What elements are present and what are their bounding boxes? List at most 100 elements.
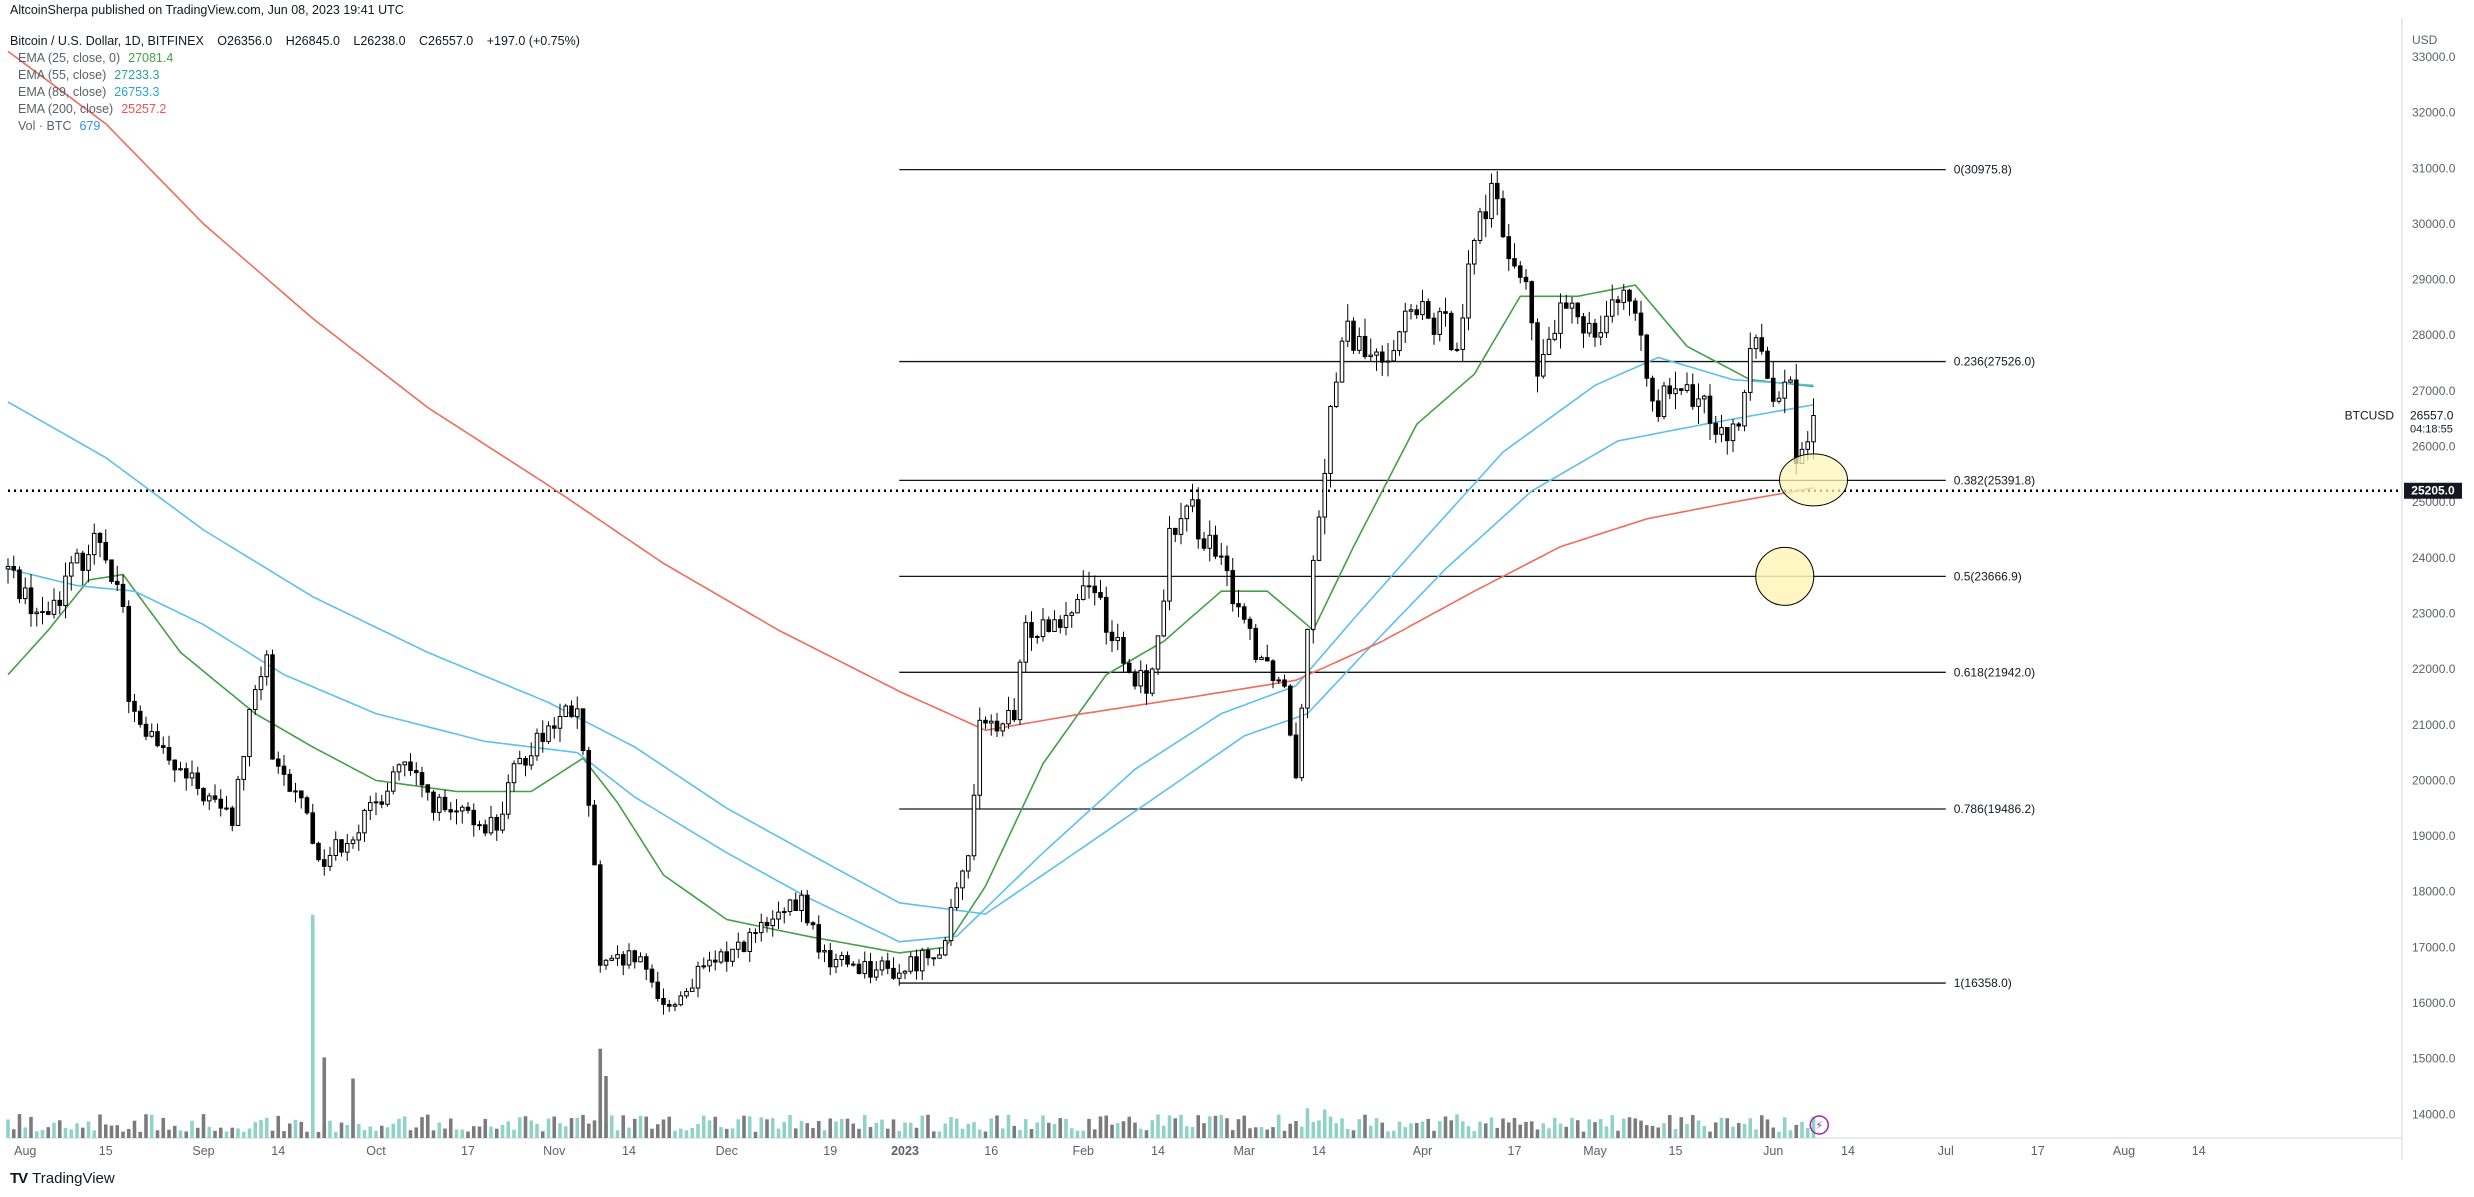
y-tick-label: 23000.0 xyxy=(2412,606,2456,620)
candle-body xyxy=(741,941,747,952)
volume-spike-bar xyxy=(604,1076,608,1138)
indicator-label: Vol · BTC xyxy=(18,119,72,133)
candle-body xyxy=(793,899,799,912)
indicator-ema25[interactable]: EMA (25, close, 0) 27081.4 xyxy=(18,51,173,65)
volume-bar xyxy=(747,1116,752,1138)
volume-bar xyxy=(1713,1122,1718,1138)
indicator-ema200[interactable]: EMA (200, close) 25257.2 xyxy=(18,102,166,116)
volume-bar xyxy=(713,1116,718,1138)
candle-body xyxy=(1506,236,1512,260)
volume-bar xyxy=(1046,1122,1051,1138)
candle-body xyxy=(707,959,712,967)
candle-body xyxy=(316,842,321,861)
ema-lines xyxy=(7,50,1814,954)
candle-body xyxy=(1276,679,1282,682)
candle-body xyxy=(873,969,879,978)
volume-bar xyxy=(172,1125,177,1138)
candle-body xyxy=(580,708,586,751)
volume-bar xyxy=(569,1118,574,1138)
candle-body xyxy=(597,864,603,966)
volume-bar xyxy=(1616,1130,1620,1138)
candle-body xyxy=(206,795,212,802)
highlight-shapes[interactable]: ⚡ xyxy=(1755,453,1848,1135)
volume-bar xyxy=(1386,1131,1390,1138)
candle-body xyxy=(160,745,166,748)
candle-body xyxy=(1368,354,1374,358)
candle-body xyxy=(1615,299,1621,303)
indicator-volume[interactable]: Vol · BTC 679 xyxy=(18,119,100,133)
candle-body xyxy=(914,956,919,972)
volume-bar xyxy=(1299,1126,1304,1138)
candle-body xyxy=(845,955,850,965)
volume-bar xyxy=(1529,1121,1534,1138)
candle-body xyxy=(1661,385,1667,418)
tradingview-brand[interactable]: TV TradingView xyxy=(10,1170,115,1187)
candle-body xyxy=(500,813,505,831)
fibonacci-retracement[interactable]: 0(30975.8) 0.236(27526.0) 0.382(25391.8) 0.… xyxy=(8,163,2402,990)
x-tick-label: 14 xyxy=(271,1144,285,1158)
indicator-ema89[interactable]: EMA (89, close) 26753.3 xyxy=(18,85,159,99)
candle-body xyxy=(1690,384,1696,407)
candle-body xyxy=(1770,377,1776,402)
volume-bar xyxy=(1731,1126,1735,1138)
volume-bar xyxy=(155,1130,160,1138)
volume-bar xyxy=(1041,1115,1045,1138)
candle-body xyxy=(528,755,534,766)
volume-bar xyxy=(270,1130,275,1138)
candle-body xyxy=(551,725,557,729)
volume-bar xyxy=(345,1124,350,1138)
volume-bar xyxy=(535,1123,539,1138)
candle-body xyxy=(367,802,373,811)
volume-bar xyxy=(1127,1116,1132,1138)
ema-line xyxy=(7,284,1814,954)
candle-body xyxy=(178,768,183,771)
volume-bar xyxy=(57,1120,62,1138)
volume-bar xyxy=(397,1118,401,1138)
volume-bar xyxy=(34,1131,39,1138)
candle-body xyxy=(1489,182,1494,220)
volume-bar xyxy=(1495,1127,1500,1138)
volume-spike-bar xyxy=(1305,1108,1310,1138)
candle-body xyxy=(1397,331,1402,352)
candle-body xyxy=(1316,516,1322,561)
candle-body xyxy=(1466,263,1471,319)
candle-body xyxy=(22,587,28,600)
candle-body xyxy=(1322,472,1328,518)
volume-spike-bar xyxy=(310,914,315,1138)
candle-body xyxy=(1264,657,1270,662)
volume-bar xyxy=(218,1127,223,1138)
symbol-label: BTCUSD xyxy=(2345,409,2395,423)
y-tick-label: 27000.0 xyxy=(2412,384,2456,398)
candle-body xyxy=(534,732,540,757)
volume-bar xyxy=(799,1120,804,1138)
volume-bar xyxy=(1587,1119,1592,1138)
candle-body xyxy=(1178,518,1184,535)
volume-bar xyxy=(1248,1128,1252,1138)
indicator-ema55[interactable]: EMA (55, close) 27233.3 xyxy=(18,68,159,82)
candle-body xyxy=(735,941,741,950)
volume-bar xyxy=(1788,1130,1793,1138)
volume-bar xyxy=(517,1117,522,1138)
volume-bars xyxy=(6,914,1816,1138)
candle-body xyxy=(626,950,632,966)
volume-bar xyxy=(1466,1126,1471,1138)
candle-body xyxy=(1149,668,1155,694)
candle-body xyxy=(482,824,488,834)
volume-bar xyxy=(489,1126,493,1138)
volume-bar xyxy=(529,1120,534,1138)
volume-bar xyxy=(46,1127,51,1138)
candle-body xyxy=(1523,276,1529,283)
volume-bar xyxy=(103,1124,108,1138)
volume-bar xyxy=(339,1122,344,1138)
candle-body xyxy=(1379,351,1385,363)
candle-body xyxy=(1161,600,1167,637)
candle-body xyxy=(1236,603,1241,608)
volume-bar xyxy=(1092,1129,1097,1138)
candle-body xyxy=(850,963,856,966)
candle-body xyxy=(948,907,954,942)
candle-body xyxy=(643,956,649,970)
candle-body xyxy=(1109,631,1115,642)
fib-level-label: 0.382(25391.8) xyxy=(1954,473,2035,487)
volume-bar xyxy=(1391,1130,1396,1138)
